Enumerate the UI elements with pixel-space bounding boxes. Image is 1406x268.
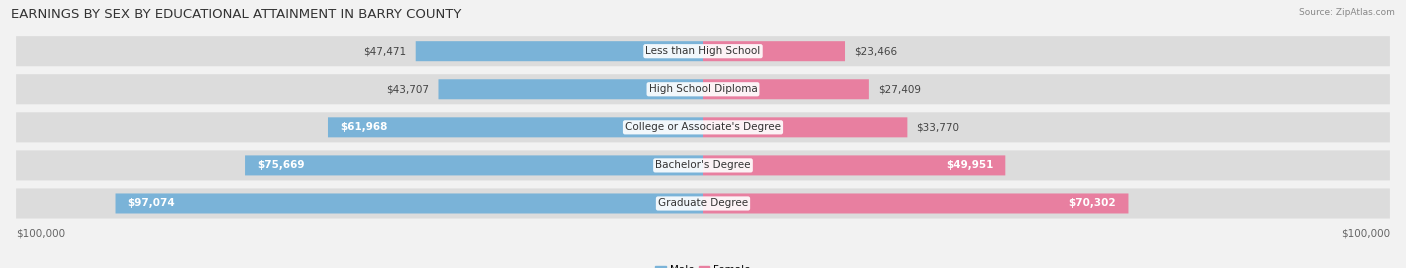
Text: High School Diploma: High School Diploma (648, 84, 758, 94)
Text: EARNINGS BY SEX BY EDUCATIONAL ATTAINMENT IN BARRY COUNTY: EARNINGS BY SEX BY EDUCATIONAL ATTAINMEN… (11, 8, 461, 21)
Text: $23,466: $23,466 (853, 46, 897, 56)
FancyBboxPatch shape (15, 188, 1391, 218)
FancyBboxPatch shape (703, 155, 1005, 176)
FancyBboxPatch shape (245, 155, 703, 176)
FancyBboxPatch shape (439, 79, 703, 99)
Text: College or Associate's Degree: College or Associate's Degree (626, 122, 780, 132)
FancyBboxPatch shape (115, 193, 703, 214)
FancyBboxPatch shape (15, 112, 1391, 142)
Text: $43,707: $43,707 (387, 84, 429, 94)
Text: $47,471: $47,471 (364, 46, 406, 56)
FancyBboxPatch shape (328, 117, 703, 137)
Text: $27,409: $27,409 (877, 84, 921, 94)
Text: $75,669: $75,669 (257, 161, 305, 170)
Text: $70,302: $70,302 (1069, 199, 1116, 209)
Text: $97,074: $97,074 (128, 199, 176, 209)
FancyBboxPatch shape (416, 41, 703, 61)
FancyBboxPatch shape (703, 79, 869, 99)
Text: $33,770: $33,770 (917, 122, 959, 132)
FancyBboxPatch shape (703, 193, 1129, 214)
Text: Graduate Degree: Graduate Degree (658, 199, 748, 209)
Legend: Male, Female: Male, Female (655, 265, 751, 268)
Text: $100,000: $100,000 (15, 228, 65, 238)
FancyBboxPatch shape (703, 41, 845, 61)
Text: $49,951: $49,951 (946, 161, 993, 170)
Text: $61,968: $61,968 (340, 122, 388, 132)
FancyBboxPatch shape (15, 74, 1391, 104)
FancyBboxPatch shape (703, 117, 907, 137)
FancyBboxPatch shape (15, 36, 1391, 66)
Text: Less than High School: Less than High School (645, 46, 761, 56)
Text: Bachelor's Degree: Bachelor's Degree (655, 161, 751, 170)
Text: $100,000: $100,000 (1341, 228, 1391, 238)
FancyBboxPatch shape (15, 150, 1391, 180)
Text: Source: ZipAtlas.com: Source: ZipAtlas.com (1299, 8, 1395, 17)
